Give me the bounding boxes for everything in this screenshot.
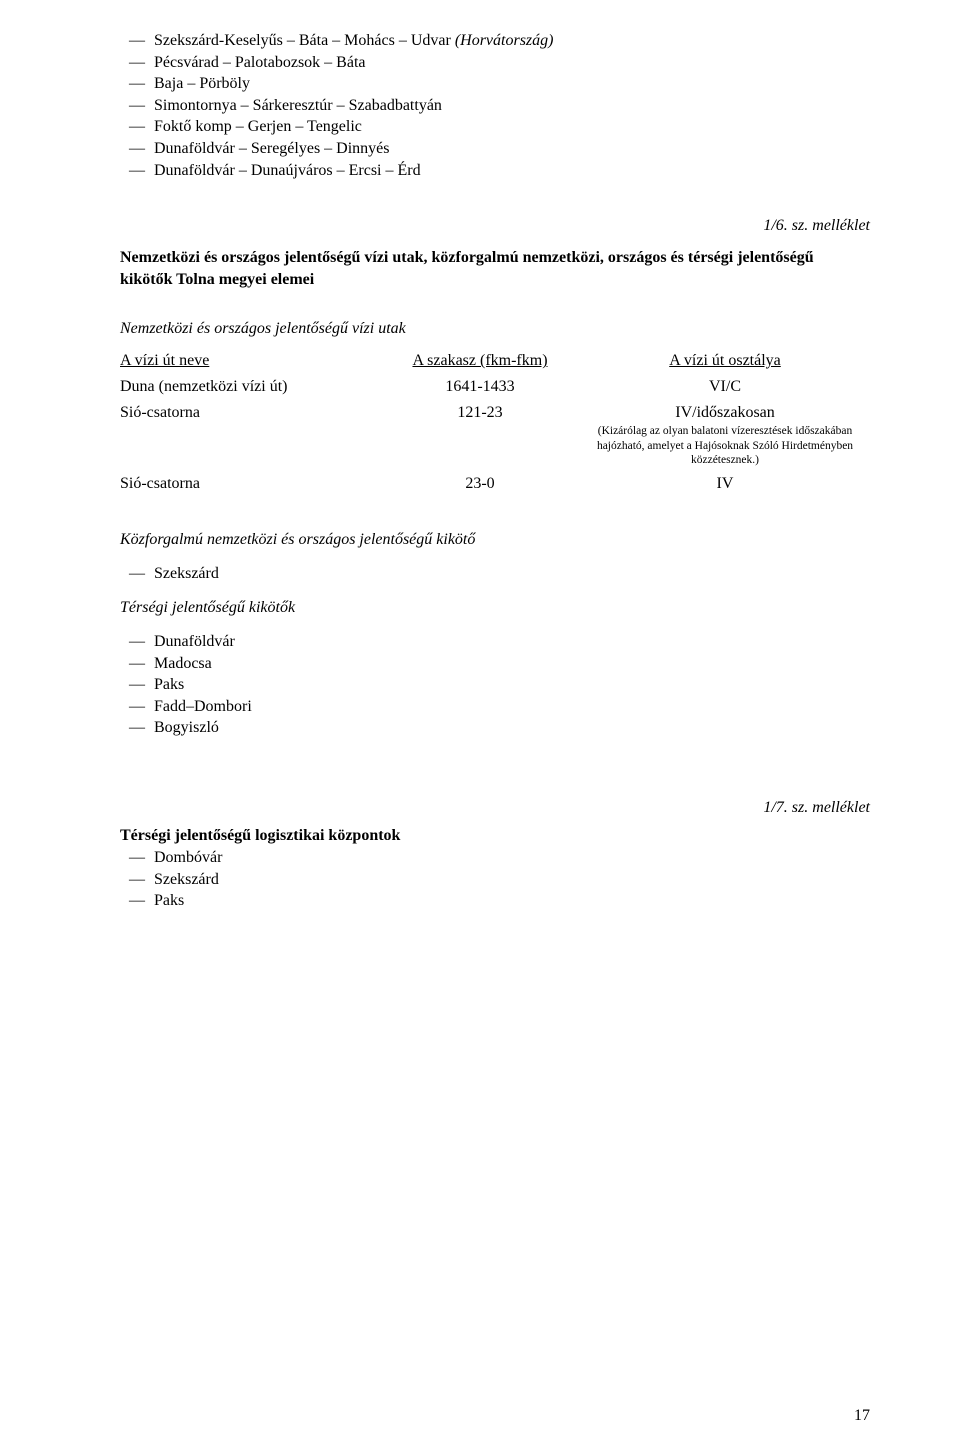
dash-icon: — xyxy=(120,138,154,160)
list-item: —Bogyiszló xyxy=(120,717,870,739)
cell-name: Sió-csatorna xyxy=(120,475,380,493)
list-item: — Szekszárd-Keselyűs – Báta – Mohács – U… xyxy=(120,30,870,52)
route-text: Baja – Pörböly xyxy=(154,73,250,95)
table-row: Sió-csatorna 121-23 IV/időszakosan (Kizá… xyxy=(120,404,870,467)
cell-name: Sió-csatorna xyxy=(120,404,380,422)
list-item: —Simontornya – Sárkeresztúr – Szabadbatt… xyxy=(120,95,870,117)
annex-label-16: 1/6. sz. melléklet xyxy=(120,217,870,235)
ports-regional-list: —Dunaföldvár —Madocsa —Paks —Fadd–Dombor… xyxy=(120,631,870,739)
top-routes-list: — Szekszárd-Keselyűs – Báta – Mohács – U… xyxy=(120,30,870,181)
route-text: Simontornya – Sárkeresztúr – Szabadbatty… xyxy=(154,95,442,117)
cell-note: (Kizárólag az olyan balatoni vízeresztés… xyxy=(580,424,870,467)
cell-section: 1641-1433 xyxy=(380,378,580,396)
ports-intl-list: —Szekszárd xyxy=(120,563,870,585)
cell-class: IV/időszakosan xyxy=(580,404,870,422)
logistics-heading: Térségi jelentőségű logisztikai központo… xyxy=(120,827,870,845)
list-item: —Dunaföldvár – Dunaújváros – Ercsi – Érd xyxy=(120,160,870,182)
dash-icon: — xyxy=(120,869,154,891)
page-number: 17 xyxy=(854,1407,870,1425)
dash-icon: — xyxy=(120,674,154,696)
logistics-list: —Dombóvár —Szekszárd —Paks xyxy=(120,847,870,912)
cell-class-with-note: IV/időszakosan (Kizárólag az olyan balat… xyxy=(580,404,870,467)
dash-icon: — xyxy=(120,116,154,138)
dash-icon: — xyxy=(120,73,154,95)
dash-icon: — xyxy=(120,717,154,739)
table-row: Sió-csatorna 23-0 IV xyxy=(120,475,870,493)
ports-intl-heading: Közforgalmú nemzetközi és országos jelen… xyxy=(120,531,870,549)
cell-class: IV xyxy=(580,475,870,493)
port-name: Dunaföldvár xyxy=(154,631,235,653)
cell-class: VI/C xyxy=(580,378,870,396)
dash-icon: — xyxy=(120,563,154,585)
logistics-name: Paks xyxy=(154,890,184,912)
ports-regional-heading: Térségi jelentőségű kikötők xyxy=(120,599,870,617)
annex-label-17: 1/7. sz. melléklet xyxy=(120,799,870,817)
route-italic: (Horvátország) xyxy=(455,32,554,49)
port-name: Fadd–Dombori xyxy=(154,696,252,718)
list-item: —Paks xyxy=(120,674,870,696)
route-text: Dunaföldvár – Dunaújváros – Ercsi – Érd xyxy=(154,160,421,182)
dash-icon: — xyxy=(120,631,154,653)
col-header-name: A vízi út neve xyxy=(120,352,380,370)
cell-name: Duna (nemzetközi vízi út) xyxy=(120,378,380,396)
port-name: Madocsa xyxy=(154,653,212,675)
col-header-class: A vízi út osztálya xyxy=(580,352,870,370)
list-item: —Dunaföldvár xyxy=(120,631,870,653)
route-text: Szekszárd-Keselyűs – Báta – Mohács – Udv… xyxy=(154,30,553,52)
list-item: —Szekszárd xyxy=(120,563,870,585)
list-item: —Foktő komp – Gerjen – Tengelic xyxy=(120,116,870,138)
dash-icon: — xyxy=(120,52,154,74)
waterways-table: A vízi út neve A szakasz (fkm-fkm) A víz… xyxy=(120,352,870,493)
port-name: Paks xyxy=(154,674,184,696)
list-item: —Szekszárd xyxy=(120,869,870,891)
cell-section: 23-0 xyxy=(380,475,580,493)
dash-icon: — xyxy=(120,160,154,182)
waterways-subheading: Nemzetközi és országos jelentőségű vízi … xyxy=(120,320,870,338)
logistics-name: Dombóvár xyxy=(154,847,222,869)
dash-icon: — xyxy=(120,30,154,52)
route-text: Dunaföldvár – Seregélyes – Dinnyés xyxy=(154,138,390,160)
table-row: Duna (nemzetközi vízi út) 1641-1433 VI/C xyxy=(120,378,870,396)
list-item: —Paks xyxy=(120,890,870,912)
list-item: —Dunaföldvár – Seregélyes – Dinnyés xyxy=(120,138,870,160)
port-name: Szekszárd xyxy=(154,563,219,585)
table-header-row: A vízi út neve A szakasz (fkm-fkm) A víz… xyxy=(120,352,870,370)
page: — Szekszárd-Keselyűs – Báta – Mohács – U… xyxy=(0,0,960,1455)
list-item: —Pécsvárad – Palotabozsok – Báta xyxy=(120,52,870,74)
route-text: Pécsvárad – Palotabozsok – Báta xyxy=(154,52,366,74)
route-plain: Szekszárd-Keselyűs – Báta – Mohács – Udv… xyxy=(154,32,455,49)
dash-icon: — xyxy=(120,653,154,675)
port-name: Bogyiszló xyxy=(154,717,219,739)
route-text: Foktő komp – Gerjen – Tengelic xyxy=(154,116,362,138)
cell-section: 121-23 xyxy=(380,404,580,422)
section-title-16: Nemzetközi és országos jelentőségű vízi … xyxy=(120,247,870,290)
col-header-section: A szakasz (fkm-fkm) xyxy=(380,352,580,370)
list-item: —Madocsa xyxy=(120,653,870,675)
dash-icon: — xyxy=(120,847,154,869)
logistics-name: Szekszárd xyxy=(154,869,219,891)
dash-icon: — xyxy=(120,95,154,117)
dash-icon: — xyxy=(120,696,154,718)
dash-icon: — xyxy=(120,890,154,912)
list-item: —Baja – Pörböly xyxy=(120,73,870,95)
list-item: —Fadd–Dombori xyxy=(120,696,870,718)
list-item: —Dombóvár xyxy=(120,847,870,869)
